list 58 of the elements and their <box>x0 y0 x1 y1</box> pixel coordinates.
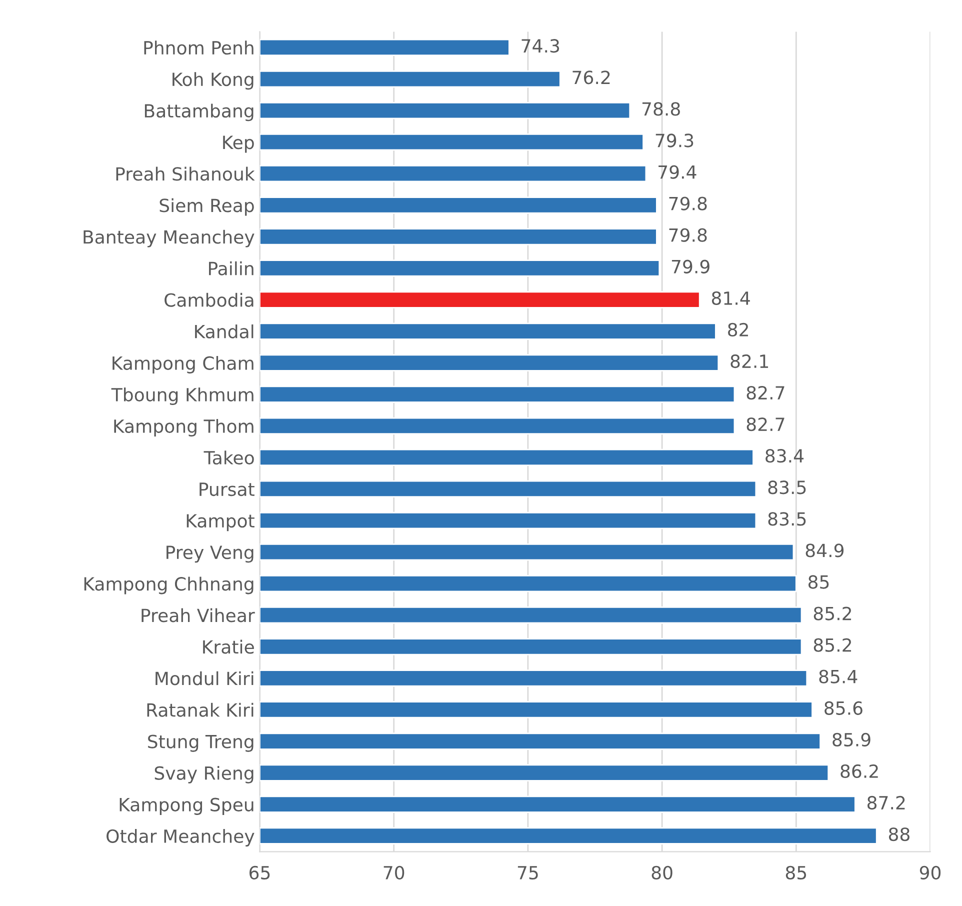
data-label: 85.9 <box>832 732 870 747</box>
data-label: 79.8 <box>669 228 707 242</box>
data-label: 84.9 <box>806 544 844 558</box>
y-tick-label: Tboung Khmum <box>111 388 254 405</box>
data-label: 83.5 <box>768 512 806 526</box>
data-label: 79.3 <box>656 134 694 148</box>
data-label: 82 <box>728 322 748 337</box>
x-tick-label: 90 <box>920 866 941 880</box>
y-tick-label: Preah Sihanouk <box>116 166 255 181</box>
data-label: 82.7 <box>746 417 784 432</box>
y-tick-label: Prey Veng <box>166 546 254 563</box>
data-label: 79.8 <box>669 196 707 210</box>
y-tick-label: Stung Treng <box>148 734 254 752</box>
data-label: 74.3 <box>522 39 560 53</box>
data-label: 82.1 <box>730 354 768 368</box>
y-tick-label: Otdar Meanchey <box>106 829 254 846</box>
data-label: 83.5 <box>768 480 806 494</box>
data-label: 85.2 <box>814 638 852 652</box>
data-label: 86.2 <box>840 764 878 778</box>
y-tick-label: Kandal <box>195 324 254 338</box>
y-tick-label: Svay Rieng <box>154 766 254 784</box>
y-tick-label: Siem Reap <box>160 198 254 216</box>
data-label: 83.4 <box>766 449 804 463</box>
x-tick-label: 80 <box>652 866 672 880</box>
data-label: 76.2 <box>572 70 610 84</box>
x-tick-label: 75 <box>518 866 538 880</box>
data-label: 82.7 <box>746 386 784 400</box>
y-tick-label: Kampot <box>186 514 254 532</box>
y-tick-label: Kep <box>223 136 254 153</box>
data-label: 79.9 <box>672 260 710 274</box>
y-tick-label: Kratie <box>203 640 254 654</box>
y-tick-label: Phnom Penh <box>144 40 254 55</box>
y-tick-label: Ratanak Kiri <box>147 702 254 717</box>
y-tick-label: Cambodia <box>164 292 254 307</box>
y-tick-label: Banteay Meanchey <box>84 230 254 248</box>
y-tick-label: Koh Kong <box>172 72 254 90</box>
y-tick-label: Kampong Speu <box>120 798 254 815</box>
y-tick-label: Kampong Thom <box>114 419 254 437</box>
x-tick-label: 85 <box>786 866 806 880</box>
y-tick-label: Battambang <box>144 104 254 122</box>
y-tick-label: Pursat <box>200 482 254 496</box>
data-label: 88 <box>888 827 910 842</box>
data-label: 85.2 <box>814 606 852 620</box>
x-tick-label: 70 <box>384 866 404 880</box>
data-label: 78.8 <box>642 102 680 116</box>
data-label: 85.6 <box>824 701 862 715</box>
y-tick-label: Mondul Kiri <box>156 671 254 686</box>
data-label: 87.2 <box>867 796 905 810</box>
x-tick-label: 65 <box>250 866 270 880</box>
y-tick-label: Kampong Chhnang <box>84 576 254 594</box>
data-label: 81.4 <box>712 291 750 306</box>
data-label: 79.4 <box>658 165 696 179</box>
data-label: 85.4 <box>819 670 858 684</box>
y-tick-label: Takeo <box>204 450 254 465</box>
data-label: 85 <box>808 575 829 589</box>
y-tick-label: Pailin <box>209 261 254 276</box>
y-tick-label: Preah Vihear <box>142 608 255 622</box>
y-tick-label: Kampong Cham <box>112 356 254 374</box>
